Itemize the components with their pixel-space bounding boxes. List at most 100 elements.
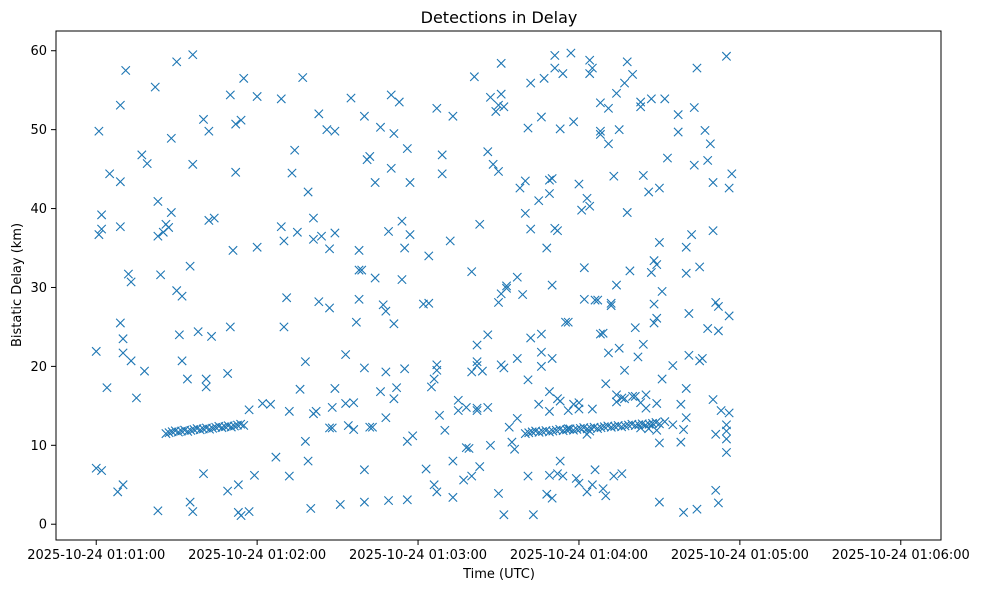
data-point (252, 91, 262, 102)
data-point (161, 429, 171, 439)
data-point (330, 228, 340, 238)
data-point (721, 434, 732, 444)
data-point (598, 484, 608, 494)
data-point (472, 357, 482, 367)
data-point (386, 163, 396, 173)
data-point (499, 102, 509, 112)
data-point (544, 188, 555, 199)
data-point (579, 294, 589, 304)
data-point (547, 493, 557, 503)
data-point (649, 318, 659, 328)
data-point (97, 224, 107, 234)
data-point (349, 424, 359, 435)
data-point (716, 405, 726, 416)
data-point (637, 419, 647, 429)
data-point (209, 213, 219, 223)
data-point (721, 447, 732, 457)
y-tick-label: 10 (30, 439, 47, 454)
data-point (552, 469, 563, 479)
data-point (641, 420, 651, 430)
data-point (172, 57, 182, 67)
data-point (381, 306, 391, 316)
data-point (389, 129, 399, 139)
data-point (327, 423, 337, 433)
data-point (574, 478, 584, 488)
data-point (308, 213, 319, 223)
data-point (201, 382, 211, 392)
data-point (437, 169, 447, 179)
data-point (649, 256, 659, 266)
data-point (467, 471, 477, 481)
data-point (91, 463, 101, 473)
data-point (496, 58, 506, 68)
data-point (440, 425, 450, 435)
data-point (137, 150, 147, 160)
data-point (520, 208, 530, 218)
data-point (603, 139, 614, 149)
data-point (536, 361, 546, 371)
data-point (697, 353, 707, 364)
data-point (547, 353, 557, 364)
data-point (375, 122, 386, 132)
data-point (453, 405, 463, 416)
data-point (662, 153, 673, 163)
data-point (510, 444, 520, 454)
data-point (617, 469, 627, 479)
data-point (692, 504, 702, 514)
x-tick-label: 2025-10-24 01:02:00 (188, 548, 326, 563)
data-point (595, 329, 605, 339)
data-point (619, 78, 630, 88)
data-point (627, 419, 637, 429)
data-point (501, 283, 512, 293)
data-point (555, 124, 565, 134)
data-point (461, 402, 471, 413)
data-point (188, 159, 198, 169)
data-point (279, 322, 289, 332)
data-point (544, 406, 555, 416)
data-point (592, 423, 603, 434)
data-point (595, 126, 605, 136)
data-point (467, 267, 477, 277)
data-point (185, 261, 195, 271)
data-point (164, 428, 174, 438)
y-tick-label: 50 (30, 123, 47, 138)
data-point (504, 422, 514, 432)
data-point (459, 475, 469, 485)
data-point (582, 193, 592, 203)
data-point (563, 317, 573, 327)
data-point (198, 469, 209, 479)
data-point (582, 487, 592, 497)
data-point (426, 382, 437, 392)
data-point (619, 394, 630, 404)
y-tick-label: 60 (30, 44, 47, 59)
data-point (239, 73, 249, 83)
data-point (383, 495, 394, 506)
data-point (641, 390, 651, 400)
data-point (555, 396, 565, 406)
data-point (606, 301, 616, 311)
data-point (630, 391, 640, 401)
data-point (681, 268, 691, 278)
data-point (652, 425, 662, 435)
data-point (229, 421, 239, 431)
data-point (687, 230, 697, 240)
data-point (105, 169, 115, 179)
data-point (300, 357, 310, 367)
data-point (142, 158, 152, 169)
data-point (636, 102, 646, 112)
data-point (619, 365, 630, 375)
data-point (558, 471, 568, 481)
data-point (343, 420, 353, 431)
data-point (359, 111, 369, 121)
data-point (620, 421, 630, 431)
data-point (198, 114, 209, 124)
data-point (335, 499, 345, 510)
data-point (402, 495, 412, 505)
data-point (228, 245, 238, 255)
data-point (475, 462, 485, 472)
data-point (689, 160, 699, 170)
x-tick-label: 2025-10-24 01:01:00 (27, 548, 165, 563)
data-point (121, 65, 131, 76)
data-point (721, 426, 732, 436)
data-point (721, 51, 732, 61)
